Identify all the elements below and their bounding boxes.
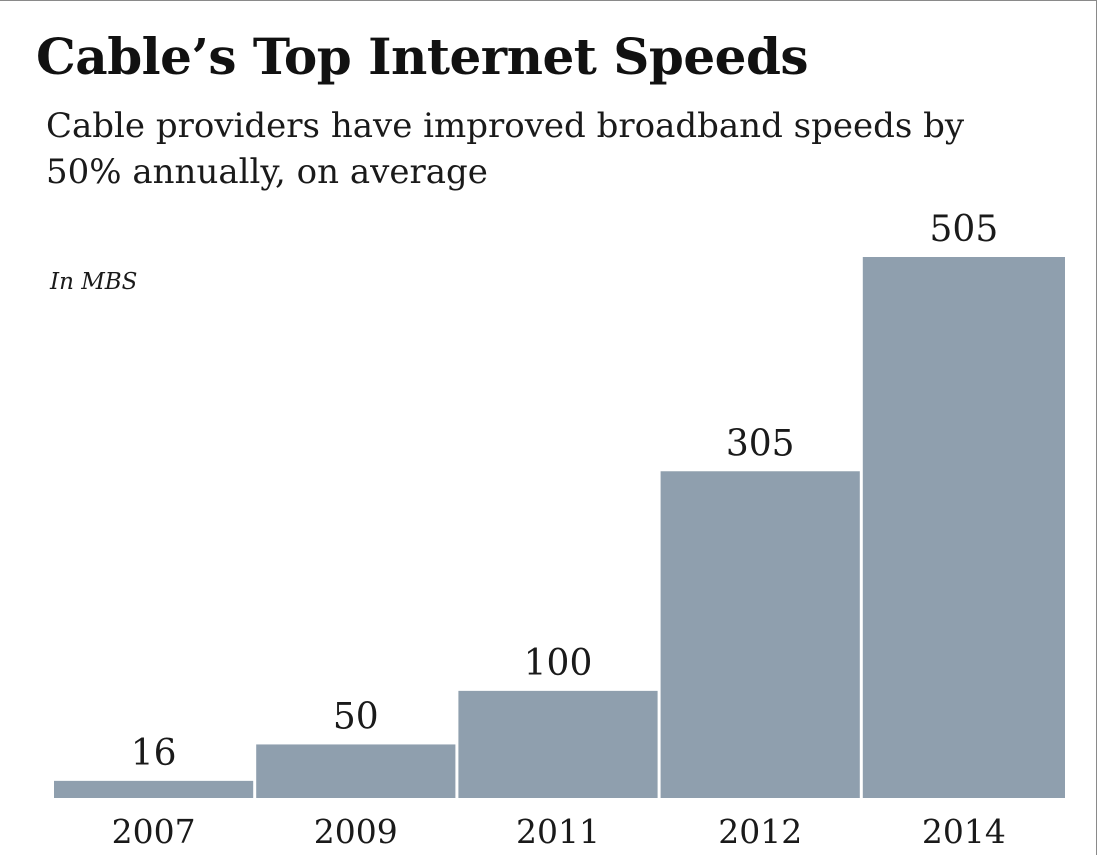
value-label-2007: 16 xyxy=(131,733,177,774)
category-label-2007: 2007 xyxy=(112,812,196,851)
category-label-2009: 2009 xyxy=(314,812,398,851)
category-label-2011: 2011 xyxy=(516,812,600,851)
category-label-2012: 2012 xyxy=(718,812,802,851)
category-label-2014: 2014 xyxy=(922,812,1006,851)
bar-2014 xyxy=(862,257,1065,798)
value-label-2012: 305 xyxy=(726,423,795,464)
value-label-2009: 50 xyxy=(333,696,379,737)
bar-2012 xyxy=(660,471,860,798)
bar-2009 xyxy=(256,744,456,798)
bar-2007 xyxy=(54,780,254,798)
chart-subtitle: Cable providers have improved broadband … xyxy=(46,106,965,192)
chart-title: Cable’s Top Internet Speeds xyxy=(36,27,809,86)
value-label-2014: 505 xyxy=(930,209,999,250)
unit-label: In MBS xyxy=(50,269,138,295)
value-label-2011: 100 xyxy=(524,643,593,684)
bar-2011 xyxy=(458,690,658,798)
